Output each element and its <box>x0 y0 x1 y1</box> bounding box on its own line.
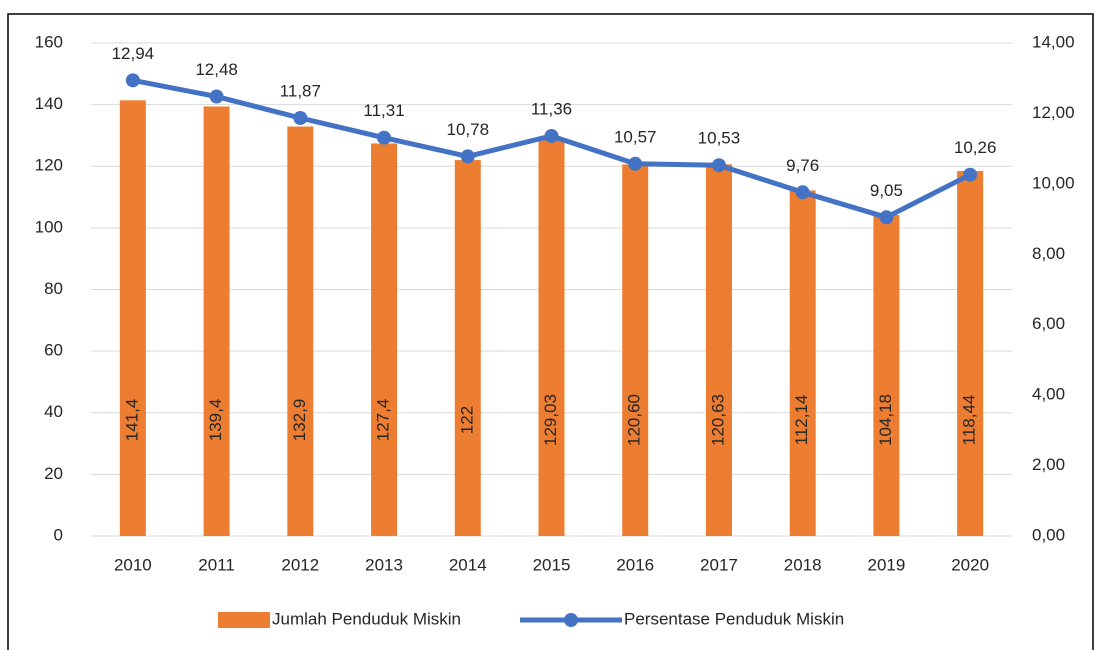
y-tick-label: 160 <box>35 32 63 51</box>
bar <box>873 214 900 537</box>
line-marker <box>711 158 726 173</box>
bar-value-label: 129,03 <box>541 394 560 446</box>
bar <box>705 164 732 536</box>
bar <box>454 160 481 536</box>
x-tick-label: 2013 <box>365 555 403 574</box>
x-tick-label: 2017 <box>700 555 738 574</box>
bar <box>119 100 146 536</box>
y2-tick-label: 4,00 <box>1032 385 1065 404</box>
line-marker <box>628 156 643 171</box>
line-marker <box>377 130 392 145</box>
line-marker <box>963 167 978 182</box>
x-tick-label: 2016 <box>616 555 654 574</box>
line-marker <box>460 149 475 164</box>
line-value-label: 11,87 <box>280 81 321 100</box>
bar-value-label: 141,4 <box>122 399 141 442</box>
y-tick-label: 100 <box>35 217 63 236</box>
y-tick-label: 20 <box>44 464 63 483</box>
y-tick-label: 60 <box>44 341 63 360</box>
x-tick-label: 2011 <box>198 555 235 574</box>
line-value-label: 11,31 <box>363 101 404 120</box>
line-marker <box>125 73 140 88</box>
legend-label: Persentase Penduduk Miskin <box>624 609 844 628</box>
bar <box>789 190 816 536</box>
legend-swatch <box>218 612 270 628</box>
x-tick-label: 2012 <box>281 555 319 574</box>
bar-value-label: 127,4 <box>374 399 393 442</box>
line-value-label: 9,05 <box>870 181 903 200</box>
y-tick-label: 140 <box>35 94 63 113</box>
bar-value-label: 139,4 <box>206 399 225 442</box>
bar-value-label: 104,18 <box>876 394 895 446</box>
y2-tick-label: 10,00 <box>1032 173 1075 192</box>
line-value-label: 12,94 <box>112 44 155 63</box>
y-tick-label: 80 <box>44 279 63 298</box>
bar <box>538 138 565 536</box>
y2-tick-label: 14,00 <box>1032 32 1075 51</box>
legend-label: Jumlah Penduduk Miskin <box>272 609 461 628</box>
line-value-label: 9,76 <box>786 156 819 175</box>
line-value-label: 10,53 <box>698 129 741 148</box>
bar <box>957 171 984 536</box>
x-tick-label: 2019 <box>867 555 905 574</box>
y2-tick-label: 6,00 <box>1032 314 1065 333</box>
legend-marker <box>564 613 578 627</box>
line-marker <box>544 128 559 143</box>
bar <box>622 164 649 536</box>
y-tick-label: 120 <box>35 156 63 175</box>
line-marker <box>209 89 224 104</box>
x-tick-label: 2015 <box>533 555 571 574</box>
x-tick-label: 2014 <box>449 555 487 574</box>
line-marker <box>293 111 308 126</box>
bar <box>203 106 230 536</box>
line-value-label: 10,57 <box>614 127 657 146</box>
bar-value-label: 132,9 <box>290 399 309 442</box>
y2-tick-label: 8,00 <box>1032 244 1065 263</box>
bar-value-label: 118,44 <box>960 395 979 446</box>
bar <box>371 143 398 537</box>
y-tick-label: 0 <box>54 525 63 544</box>
line-marker <box>879 210 894 225</box>
y2-tick-label: 12,00 <box>1032 103 1075 122</box>
x-tick-label: 2020 <box>951 555 989 574</box>
x-tick-label: 2010 <box>114 555 152 574</box>
bar-value-label: 112,14 <box>792 395 811 446</box>
bar-value-label: 120,63 <box>708 394 727 446</box>
bar-value-label: 122 <box>457 406 476 434</box>
line-value-label: 10,26 <box>954 138 997 157</box>
bar-value-label: 120,60 <box>625 394 644 446</box>
y2-tick-label: 0,00 <box>1032 525 1065 544</box>
y2-tick-label: 2,00 <box>1032 455 1065 474</box>
line-value-label: 10,78 <box>446 120 489 139</box>
bar <box>287 126 314 536</box>
line-marker <box>795 185 810 200</box>
y-tick-label: 40 <box>44 402 63 421</box>
line-value-label: 11,36 <box>531 99 572 118</box>
x-tick-label: 2018 <box>784 555 822 574</box>
frame <box>7 13 1094 650</box>
line-value-label: 12,48 <box>195 60 238 79</box>
